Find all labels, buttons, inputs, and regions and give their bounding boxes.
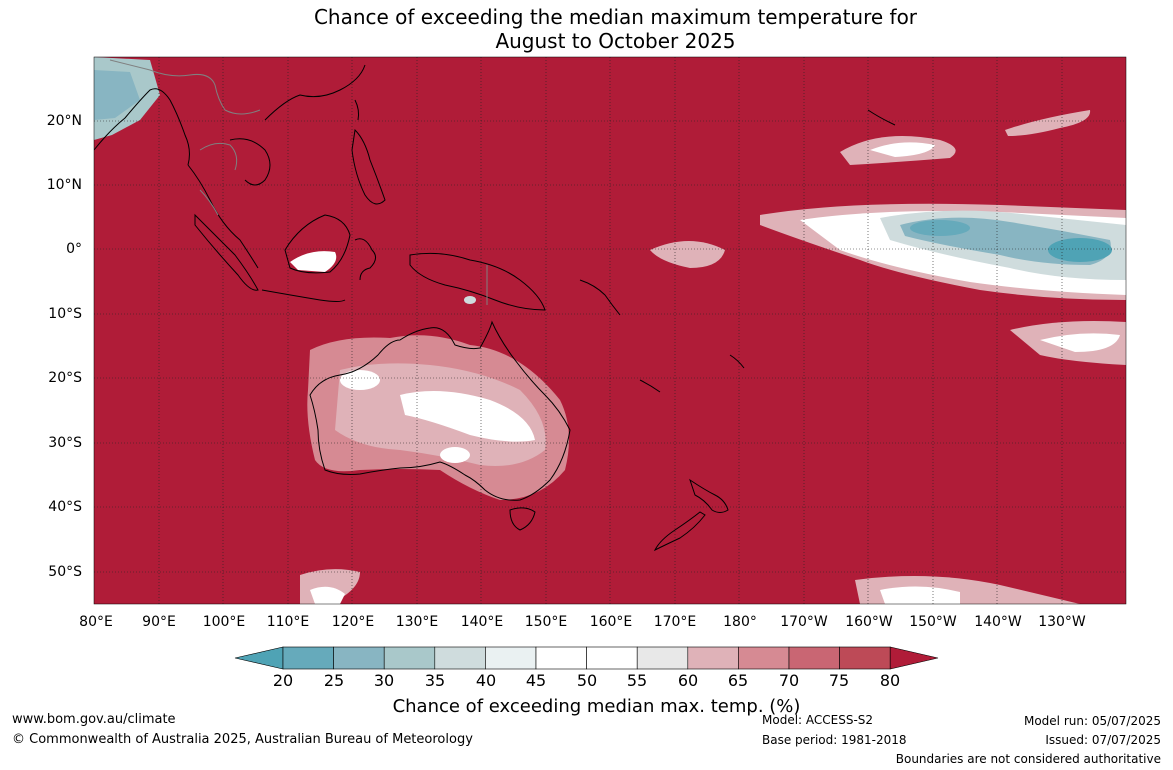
- forecast-map: [93, 56, 1127, 605]
- coastlines: [94, 64, 896, 552]
- colorbar-tick-label: 55: [626, 671, 648, 690]
- colorbar-tick-label: 70: [778, 671, 800, 690]
- lat-label: 40°S: [48, 499, 82, 515]
- lon-label: 90°E: [142, 614, 176, 630]
- issued-text: Issued: 07/07/2025: [1045, 733, 1161, 747]
- model-run-text: Model run: 05/07/2025: [1023, 714, 1161, 728]
- lon-label: 150°W: [909, 614, 957, 630]
- borneo-shading: [290, 251, 337, 272]
- colorbar-segment: [282, 646, 334, 670]
- lat-label: 20°N: [46, 113, 82, 129]
- lon-label: 120°E: [331, 614, 375, 630]
- colorbar-segment: [687, 646, 739, 670]
- colorbar-tick-label: 60: [677, 671, 699, 690]
- lat-label: 20°S: [48, 370, 82, 386]
- lon-label: 140°W: [974, 614, 1022, 630]
- lon-label: 100°E: [202, 614, 246, 630]
- colorbar-tick-label: 25: [323, 671, 345, 690]
- new-zealand-coast: [689, 478, 729, 513]
- colorbar-tick-label: 40: [475, 671, 497, 690]
- colorbar-tick-label: 35: [424, 671, 446, 690]
- colorbar-extend-low: [234, 646, 284, 670]
- base-period-text: Base period: 1981-2018: [762, 733, 907, 747]
- probability-shading: [94, 57, 1126, 604]
- lon-label: 130°W: [1038, 614, 1086, 630]
- lon-label: 80°E: [79, 614, 113, 630]
- lon-label: 160°E: [589, 614, 633, 630]
- lat-label: 10°S: [48, 306, 82, 322]
- colorbar-segment: [485, 646, 537, 670]
- colorbar-segment: [738, 646, 790, 670]
- colorbar-segment: [383, 646, 436, 670]
- website-link[interactable]: www.bom.gov.au/climate: [12, 712, 176, 727]
- lat-label: 0°: [66, 241, 82, 257]
- colorbar-extend-high: [889, 646, 939, 670]
- colorbar-title: Chance of exceeding median max. temp. (%…: [392, 696, 801, 717]
- australia-coast: [309, 320, 571, 501]
- lon-label: 130°E: [395, 614, 439, 630]
- copyright-text: © Commonwealth of Australia 2025, Austra…: [12, 732, 473, 747]
- lon-label: 170°E: [653, 614, 697, 630]
- colorbar-segment: [788, 646, 840, 670]
- disclaimer-text: Boundaries are not considered authoritat…: [895, 752, 1161, 766]
- colorbar-segment: [434, 646, 486, 670]
- colorbar-tick-label: 20: [272, 671, 294, 690]
- graticule: [94, 57, 1126, 604]
- lon-label: 160°W: [845, 614, 893, 630]
- map-title-line-1: Chance of exceeding the median maximum t…: [313, 5, 918, 29]
- country-borders: [109, 59, 488, 305]
- colorbar-tick-label: 45: [525, 671, 547, 690]
- lon-label: 110°E: [266, 614, 310, 630]
- colorbar-segment: [636, 646, 689, 670]
- lon-label: 180°: [723, 614, 757, 630]
- colorbar-segment: [839, 646, 891, 670]
- australia-shading-inner: [400, 391, 535, 442]
- lon-label: 140°E: [460, 614, 504, 630]
- lat-label: 10°N: [46, 177, 82, 193]
- colorbar-tick-label: 65: [727, 671, 749, 690]
- colorbar-segment: [586, 646, 638, 670]
- map-title-line-2: August to October 2025: [495, 29, 736, 53]
- colorbar: [234, 646, 939, 670]
- lat-label: 30°S: [48, 435, 82, 451]
- colorbar-tick-label: 75: [828, 671, 850, 690]
- lon-label: 170°W: [780, 614, 828, 630]
- colorbar-segment: [333, 646, 385, 670]
- lat-label: 50°S: [48, 564, 82, 580]
- colorbar-tick-label: 80: [879, 671, 901, 690]
- lon-label: 150°E: [524, 614, 568, 630]
- model-text: Model: ACCESS-S2: [762, 713, 874, 727]
- colorbar-segment: [535, 646, 587, 670]
- colorbar-tick-label: 50: [576, 671, 598, 690]
- colorbar-tick-label: 30: [373, 671, 395, 690]
